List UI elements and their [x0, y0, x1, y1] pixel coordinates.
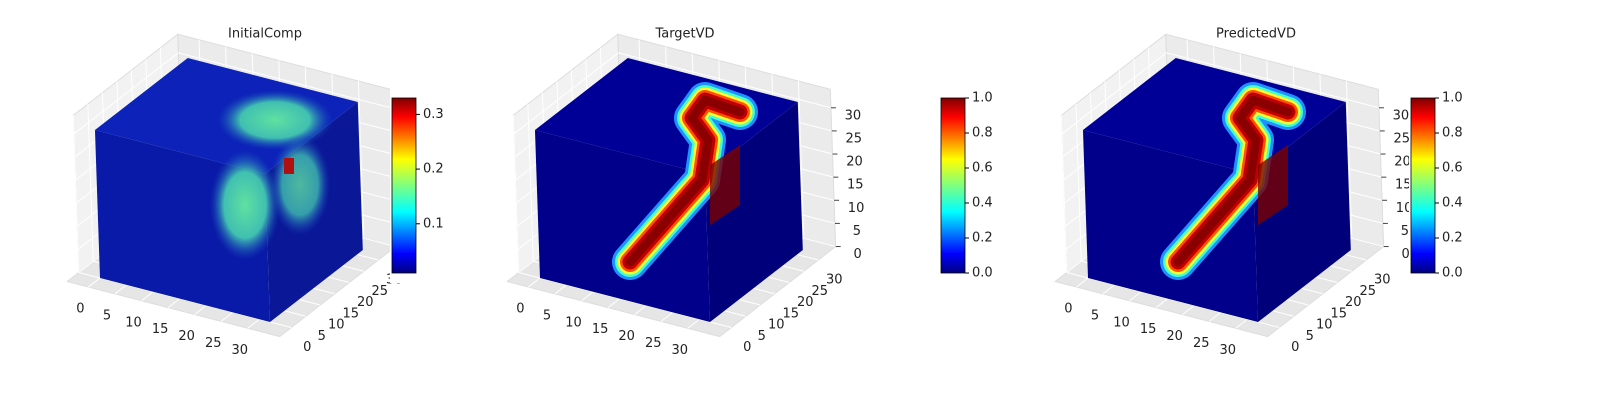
z-tick-label: 10 — [1396, 201, 1413, 216]
x-tick-label: 0 — [1064, 302, 1072, 317]
colorbar — [1410, 97, 1436, 274]
blob — [625, 95, 745, 267]
panel: 0 5 10 15 20 25 30 051015202530051015202530Targ… — [506, 27, 865, 358]
cube-top — [534, 58, 798, 175]
z-tick-label: 20 — [846, 155, 863, 170]
y-tick-label: 0 — [303, 340, 311, 355]
x-tick-label: 30 — [672, 343, 689, 358]
y-tick-label: 30 — [1374, 273, 1391, 288]
colorbar-tick-label: 1.0 — [1442, 91, 1463, 106]
panel-title: TargetVD — [654, 27, 714, 42]
colorbar — [940, 97, 966, 274]
z-tick-label: 15 — [1395, 178, 1412, 193]
x-tick-label: 15 — [592, 322, 609, 337]
colorbar-tick-label: 0.4 — [972, 196, 993, 211]
z-tick-label: 20 — [1394, 155, 1411, 170]
x-tick-label: 10 — [1113, 315, 1130, 330]
grid-line — [1061, 52, 1380, 135]
colorbar-tick-label: 0.3 — [423, 107, 444, 122]
z-tick-label: 0 — [854, 247, 862, 262]
x-tick-label: 5 — [103, 308, 111, 323]
x-tick-label: 25 — [1193, 336, 1210, 351]
x-tick-label: 20 — [618, 329, 635, 344]
z-tick-label: 30 — [845, 108, 862, 123]
z-tick-label: 5 — [1401, 224, 1409, 239]
colorbar-tick-label: 0.6 — [1442, 161, 1463, 176]
z-tick-label: 25 — [845, 131, 862, 146]
colorbar-tick-label: 0.0 — [1442, 266, 1463, 281]
cube-front — [1082, 130, 1258, 323]
colorbar-tick-label: 0.2 — [423, 162, 444, 177]
y-tick-label: 20 — [797, 295, 814, 310]
z-tick-label: 5 — [853, 224, 861, 239]
y-tick-label: 15 — [782, 306, 799, 321]
colorbar-tick-label: 0.6 — [972, 161, 993, 176]
panel-title: PredictedVD — [1216, 27, 1296, 42]
x-tick-label: 0 — [516, 302, 524, 317]
colorbar-tick-label: 0.8 — [972, 126, 993, 141]
cube-top — [1082, 58, 1346, 175]
blob — [1258, 145, 1288, 225]
z-tick-label: 15 — [847, 178, 864, 193]
y-tick-label: 15 — [1330, 306, 1347, 321]
y-tick-label: 20 — [1345, 295, 1362, 310]
x-tick-label: 30 — [232, 343, 249, 358]
colorbar-tick-label: 1.0 — [972, 91, 993, 106]
y-tick-label: 30 — [826, 273, 843, 288]
y-tick-label: 0 — [743, 340, 751, 355]
x-tick-label: 0 — [76, 302, 84, 317]
y-tick-label: 10 — [328, 318, 345, 333]
cube-front — [534, 130, 710, 323]
x-tick-label: 15 — [152, 322, 169, 337]
colorbar-tick-label: 0.2 — [972, 231, 993, 246]
grid-line — [513, 52, 832, 135]
x-tick-label: 10 — [565, 315, 582, 330]
y-tick-label: 0 — [1291, 340, 1299, 355]
blob — [217, 90, 333, 150]
colorbar-tick-label: 0.4 — [1442, 196, 1463, 211]
z-tick-label: 25 — [1393, 131, 1410, 146]
colorbar-tick-label: 0.1 — [423, 216, 444, 231]
z-tick-label: 0 — [1402, 247, 1410, 262]
blob — [210, 150, 280, 260]
colorbar-tick-label: 0.0 — [972, 266, 993, 281]
y-tick-label: 10 — [1316, 318, 1333, 333]
x-tick-label: 20 — [178, 329, 195, 344]
blob — [284, 158, 294, 174]
colorbar — [391, 97, 417, 274]
colorbar-tick-label: 0.2 — [1442, 231, 1463, 246]
panel: 051015202530051015202530051015202530Init… — [66, 27, 424, 358]
panel-title: InitialComp — [228, 27, 302, 42]
y-tick-label: 25 — [1359, 284, 1376, 299]
blob — [1173, 95, 1293, 267]
blob — [270, 135, 330, 235]
x-tick-label: 30 — [1220, 343, 1237, 358]
y-tick-label: 25 — [371, 284, 388, 299]
blob — [710, 145, 740, 225]
panel: 0 5 10 15 20 25 30 051015202530051015202530Pred… — [1054, 27, 1413, 358]
colorbar-tick-label: 0.8 — [1442, 126, 1463, 141]
x-tick-label: 10 — [125, 315, 142, 330]
y-tick-label: 15 — [342, 306, 359, 321]
y-tick-label: 5 — [1306, 329, 1314, 344]
z-tick-label: 30 — [1393, 108, 1410, 123]
y-tick-label: 10 — [768, 318, 785, 333]
x-tick-label: 5 — [543, 308, 551, 323]
y-tick-label: 25 — [811, 284, 828, 299]
x-tick-label: 15 — [1140, 322, 1157, 337]
x-tick-label: 25 — [205, 336, 222, 351]
y-tick-label: 5 — [318, 329, 326, 344]
x-tick-label: 25 — [645, 336, 662, 351]
z-tick-label: 10 — [848, 201, 865, 216]
x-tick-label: 5 — [1091, 308, 1099, 323]
grid-line — [73, 52, 392, 135]
x-tick-label: 20 — [1166, 329, 1183, 344]
y-tick-label: 5 — [758, 329, 766, 344]
y-tick-label: 20 — [357, 295, 374, 310]
